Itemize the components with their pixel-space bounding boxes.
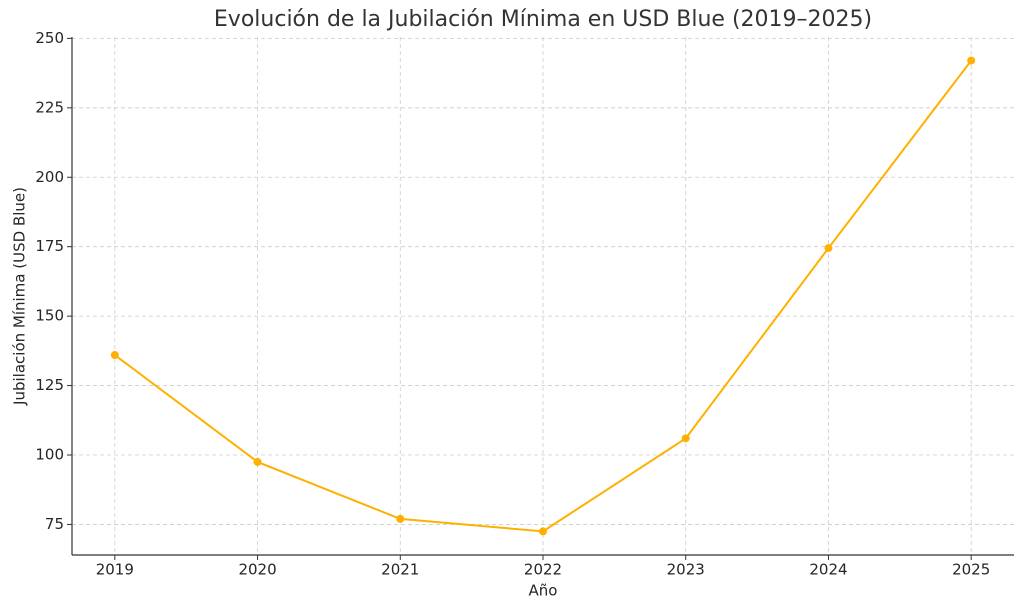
x-tick-label: 2025	[952, 561, 990, 579]
y-tick-label: 250	[35, 29, 64, 47]
data-point	[824, 244, 833, 253]
x-tick-label: 2023	[667, 561, 705, 579]
y-axis-label: Jubilación Mínima (USD Blue)	[11, 187, 29, 406]
x-axis-label: Año	[529, 582, 558, 600]
chart-title: Evolución de la Jubilación Mínima en USD…	[214, 7, 872, 32]
data-point	[396, 514, 405, 523]
y-tick-label: 100	[35, 446, 64, 464]
x-tick-label: 2020	[238, 561, 276, 579]
x-tick-label: 2019	[96, 561, 134, 579]
x-tick-label: 2021	[381, 561, 419, 579]
x-tick-label: 2024	[809, 561, 847, 579]
data-point	[681, 434, 690, 443]
data-point	[539, 527, 547, 536]
y-tick-label: 75	[45, 515, 64, 533]
y-tick-label: 175	[35, 237, 64, 255]
data-point	[967, 56, 976, 65]
x-tick-label: 2022	[524, 561, 562, 579]
y-tick-label: 150	[35, 307, 64, 325]
y-tick-label: 225	[35, 98, 64, 116]
data-point	[110, 351, 119, 360]
y-tick-label: 125	[35, 376, 64, 394]
data-point	[253, 457, 262, 466]
y-tick-label: 200	[35, 168, 64, 186]
